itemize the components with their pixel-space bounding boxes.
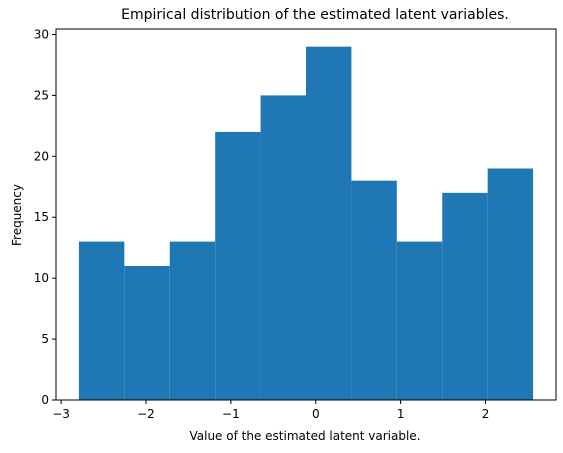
y-tick-label: 5 xyxy=(41,332,49,346)
x-tick-label: 1 xyxy=(397,407,405,421)
histogram-bar-2 xyxy=(169,241,216,400)
y-tick-label: 25 xyxy=(34,88,49,102)
histogram-bar-5 xyxy=(306,46,352,401)
histogram-bar-9 xyxy=(487,168,534,400)
x-axis-ticks: −3 −2 −1 0 1 2 xyxy=(52,400,489,421)
plot-frame xyxy=(55,28,557,401)
x-tick-label: −2 xyxy=(137,407,155,421)
y-tick-label: 30 xyxy=(34,27,49,41)
x-tick-label: 0 xyxy=(312,407,320,421)
histogram-bar-7 xyxy=(396,241,443,400)
histogram-bar-3 xyxy=(215,131,261,400)
x-tick-label: −3 xyxy=(52,407,70,421)
y-tick-label: 10 xyxy=(34,271,49,285)
y-tick-label: 20 xyxy=(34,149,49,163)
x-axis-label: Value of the estimated latent variable. xyxy=(189,429,420,443)
chart-title: Empirical distribution of the estimated … xyxy=(121,7,509,23)
histogram-bar-1 xyxy=(124,265,170,400)
histogram-bar-8 xyxy=(442,192,488,400)
histogram-bar-4 xyxy=(260,95,306,401)
y-axis-label: Frequency xyxy=(10,184,24,246)
x-tick-label: −1 xyxy=(222,407,240,421)
bars-group xyxy=(78,46,534,401)
histogram-bar-6 xyxy=(351,180,397,400)
y-axis-ticks: 0 5 10 15 20 25 30 xyxy=(34,27,56,407)
y-tick-label: 15 xyxy=(34,210,49,224)
histogram-bar-0 xyxy=(78,241,125,400)
y-tick-label: 0 xyxy=(41,393,49,407)
x-tick-label: 2 xyxy=(482,407,490,421)
